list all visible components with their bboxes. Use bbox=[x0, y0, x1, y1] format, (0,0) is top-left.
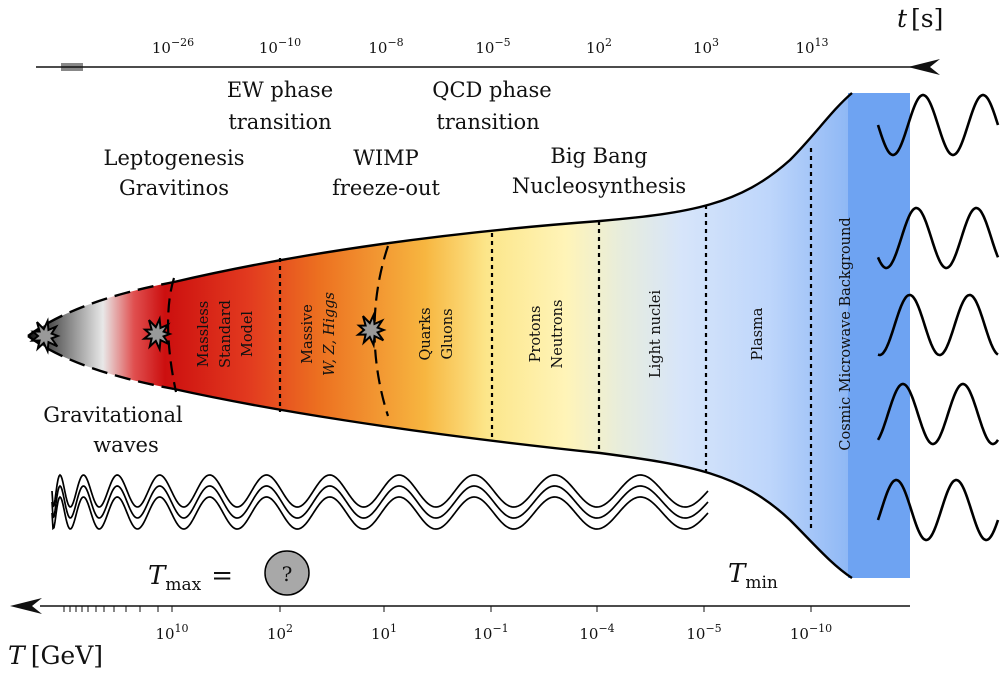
qcd-transition-label-line1: QCD phase bbox=[432, 78, 552, 102]
era-cmb-label: Cosmic Microwave Background bbox=[838, 217, 854, 450]
time-axis-tick-label: 10−10 bbox=[259, 36, 301, 57]
gravitational-wave-strand-2 bbox=[51, 484, 709, 520]
gravitational-waves: Gravitational waves bbox=[43, 403, 709, 531]
temperature-axis-tick-label: 1010 bbox=[155, 622, 188, 643]
t-min-text: Tmin bbox=[728, 559, 778, 593]
t-max-text: Tmax = bbox=[148, 561, 233, 595]
time-axis-tick-label: 10−5 bbox=[475, 36, 510, 57]
era-labels: Massless Standard Model Massive W, Z, Hi… bbox=[196, 217, 854, 450]
era-light-nuclei: Light nuclei bbox=[648, 290, 664, 378]
era-massive-line1: Massive bbox=[300, 304, 316, 364]
leptogenesis-burst-icon bbox=[141, 315, 173, 353]
temperature-axis-tick-labels: 1010 102 101 10−1 10−4 10−5 10−10 bbox=[155, 622, 832, 643]
fan-upper-edge bbox=[173, 92, 853, 284]
time-axis-tick-label: 10−8 bbox=[368, 36, 403, 57]
big-bang-label: Big Bang bbox=[550, 144, 647, 168]
nucleosynthesis-label: Nucleosynthesis bbox=[512, 174, 686, 198]
era-light-nuclei-label: Light nuclei bbox=[648, 290, 664, 378]
big-bang-burst-icon bbox=[29, 317, 61, 355]
time-axis-arrowhead bbox=[908, 59, 940, 75]
era-massive-line2: W, Z, Higgs bbox=[322, 292, 338, 376]
freeze-out-label: freeze-out bbox=[332, 176, 440, 200]
event-labels: EW phase transition QCD phase transition… bbox=[104, 78, 687, 200]
temperature-axis-title: T [GeV] bbox=[8, 641, 103, 670]
time-axis-title: t [s] bbox=[897, 4, 943, 33]
era-massless-line3: Model bbox=[240, 311, 256, 357]
leptogenesis-label: Leptogenesis bbox=[104, 146, 245, 170]
time-axis-tick-label: 102 bbox=[586, 36, 612, 57]
temperature-axis-minor-ticks bbox=[63, 606, 812, 612]
temperature-axis-tick-label: 10−5 bbox=[686, 622, 721, 643]
era-protons-neutrons: Protons Neutrons bbox=[528, 300, 566, 369]
gravitational-wave-strand-1 bbox=[51, 473, 709, 509]
unknown-value-circle bbox=[264, 550, 310, 596]
cmb-photon-wave bbox=[876, 478, 1000, 542]
ew-transition-label-line1: EW phase bbox=[227, 78, 333, 102]
temperature-axis-tick-label: 10−4 bbox=[579, 622, 614, 643]
time-axis-tick-label: 1013 bbox=[795, 36, 828, 57]
qcd-transition-label-line2: transition bbox=[436, 110, 539, 134]
cmb-photon-wave bbox=[876, 206, 1000, 270]
temperature-axis-tick-label: 10−10 bbox=[790, 622, 832, 643]
wimp-burst-icon bbox=[355, 311, 387, 349]
gravitational-wave-strand-3 bbox=[51, 495, 709, 531]
era-quarks-gluons: Quarks Gluons bbox=[418, 307, 456, 360]
era-massive-wzh: Massive W, Z, Higgs bbox=[300, 292, 338, 376]
cmb-photon-wave bbox=[877, 293, 999, 357]
waves-label: waves bbox=[93, 433, 159, 457]
temperature-axis-tick-label: 102 bbox=[267, 622, 293, 643]
time-axis: 10−26 10−10 10−8 10−5 102 103 1013 t [s] bbox=[36, 4, 943, 75]
wimp-label: WIMP bbox=[353, 146, 419, 170]
cmb-band bbox=[848, 93, 910, 578]
era-massless-standard-model: Massless Standard Model bbox=[196, 300, 256, 368]
era-plasma-label: Plasma bbox=[750, 307, 766, 360]
fan-lower-edge bbox=[173, 387, 853, 580]
ew-transition-label-line2: transition bbox=[228, 110, 331, 134]
temperature-axis-tick-label: 10−1 bbox=[473, 622, 508, 643]
t-max-label: Tmax = ? bbox=[148, 550, 310, 596]
era-neutrons-label: Neutrons bbox=[550, 300, 566, 369]
era-massless-line1: Massless bbox=[196, 301, 212, 367]
time-axis-tick-label: 10−26 bbox=[152, 36, 194, 57]
cmb-photon-wave bbox=[876, 382, 1000, 446]
t-min-label: Tmin bbox=[728, 559, 778, 593]
temperature-axis: 1010 102 101 10−1 10−4 10−5 10−10 T [GeV] bbox=[8, 598, 910, 670]
time-axis-tick-label: 103 bbox=[693, 36, 719, 57]
time-axis-minor-ticks bbox=[61, 63, 83, 71]
gravitinos-label: Gravitinos bbox=[119, 176, 229, 200]
era-cmb: Cosmic Microwave Background bbox=[838, 217, 854, 450]
era-massless-line2: Standard bbox=[218, 300, 234, 368]
era-protons-label: Protons bbox=[528, 306, 544, 363]
temperature-axis-arrowhead bbox=[10, 598, 42, 614]
cmb-photon-waves bbox=[876, 93, 1000, 542]
time-axis-tick-labels: 10−26 10−10 10−8 10−5 102 103 1013 bbox=[152, 36, 829, 57]
gravitational-label: Gravitational bbox=[43, 403, 183, 427]
era-gluons-label: Gluons bbox=[440, 308, 456, 359]
temperature-axis-tick-label: 101 bbox=[371, 622, 397, 643]
cmb-photon-wave bbox=[876, 93, 1000, 157]
unknown-value-mark: ? bbox=[282, 562, 293, 586]
era-plasma: Plasma bbox=[750, 307, 766, 360]
era-quarks-label: Quarks bbox=[418, 307, 434, 360]
